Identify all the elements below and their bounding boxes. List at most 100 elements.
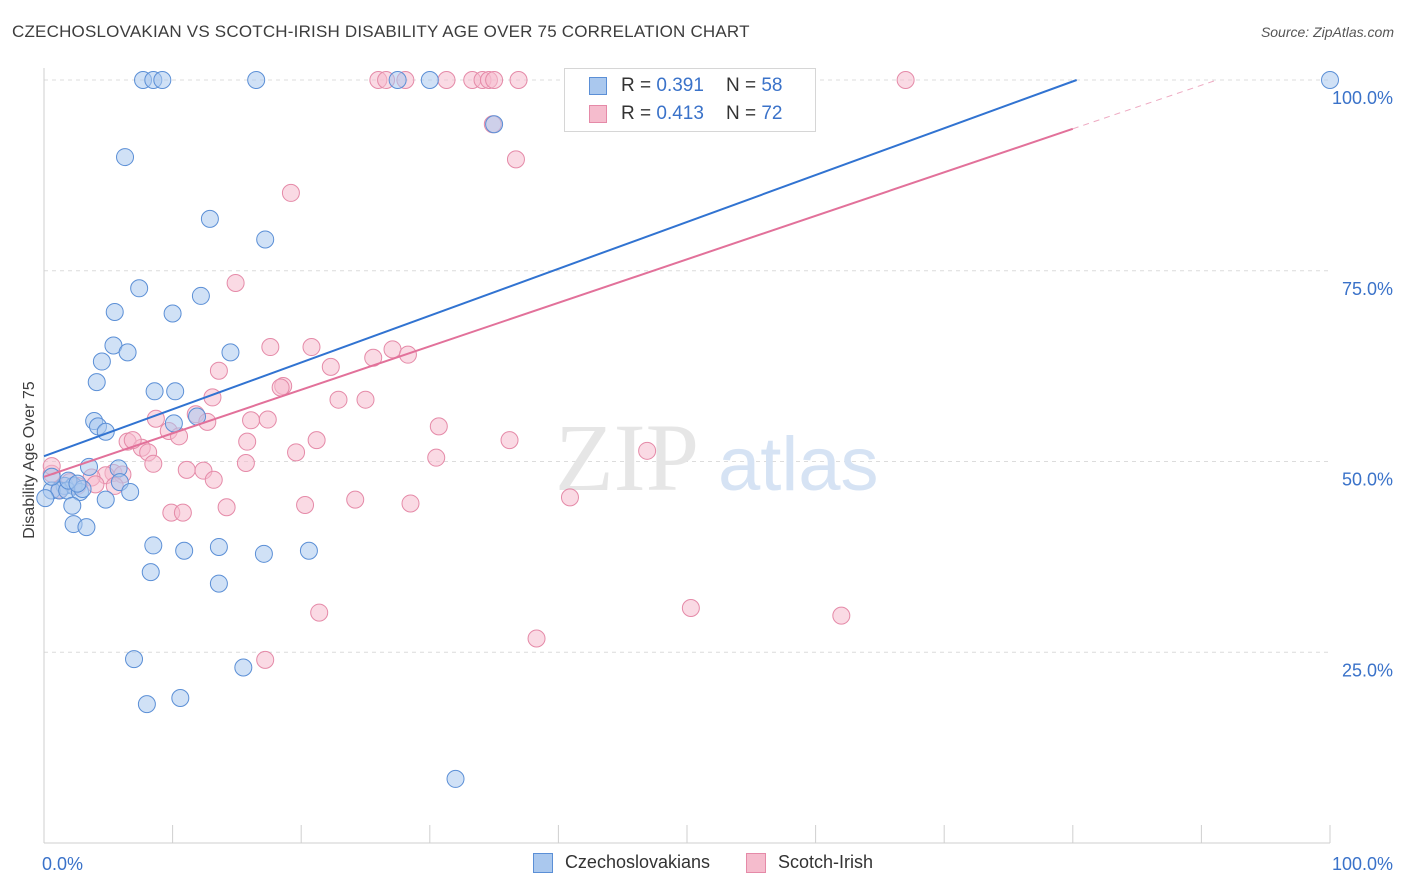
czechoslovakians-point xyxy=(234,658,253,677)
series-czechoslovakians-points xyxy=(36,71,1339,788)
legend-row-czechoslovakians: R = 0.391 N = 58 xyxy=(589,74,782,98)
scotch-irish-point xyxy=(256,650,275,669)
y-axis-label: Disability Age Over 75 xyxy=(21,381,38,539)
y-tick-label: 50.0% xyxy=(1342,470,1393,490)
legend-item-czechoslovakians[interactable]: Czechoslovakians xyxy=(532,852,711,873)
czechoslovakians-point xyxy=(175,541,194,560)
chart-title: CZECHOSLOVAKIAN VS SCOTCH-IRISH DISABILI… xyxy=(12,22,750,41)
x-tick-label: 0.0% xyxy=(42,854,83,874)
legend-n-value: 72 xyxy=(761,103,783,124)
scotch-irish-point xyxy=(832,606,851,625)
scotch-irish-point xyxy=(383,340,402,359)
series-legend: Czechoslovakians Scotch-Irish xyxy=(0,852,1406,873)
scotch-irish-point xyxy=(281,183,300,202)
scotch-irish-point xyxy=(238,432,257,451)
legend-swatch-blue xyxy=(532,852,553,873)
scotch-irish-point xyxy=(356,390,375,409)
scotch-irish-point xyxy=(500,431,519,450)
czechoslovakians-point xyxy=(191,286,210,305)
czechoslovakians-point xyxy=(200,209,219,228)
czechoslovakians-point xyxy=(125,650,144,669)
scotch-irish-point xyxy=(681,598,700,617)
legend-r-label: R = xyxy=(621,75,652,96)
czechoslovakians-point xyxy=(485,115,504,134)
czechoslovakians-point xyxy=(420,71,439,89)
czechoslovakians-point xyxy=(171,689,190,708)
czechoslovakians-point xyxy=(153,71,172,89)
czechoslovakians-point xyxy=(63,496,82,515)
scotch-irish-point xyxy=(896,71,915,89)
czechoslovakians-trend-line xyxy=(43,79,1078,458)
grid-lines xyxy=(44,79,1330,653)
scotch-irish-trend-extension xyxy=(1072,79,1217,130)
scotch-irish-point xyxy=(310,603,329,622)
watermark-atlas: atlas xyxy=(718,422,879,507)
scotch-irish-point xyxy=(144,454,163,473)
legend-item-scotch-irish[interactable]: Scotch-Irish xyxy=(746,852,873,873)
scotch-irish-point xyxy=(204,470,223,489)
x-tick-label: 100.0% xyxy=(1332,854,1393,874)
czechoslovakians-point xyxy=(144,536,163,555)
scotch-irish-point xyxy=(271,378,290,397)
czechoslovakians-point xyxy=(164,414,183,433)
czechoslovakians-point xyxy=(121,483,140,502)
scotch-irish-point xyxy=(287,443,306,462)
scotch-irish-point xyxy=(217,498,236,517)
scotch-irish-point xyxy=(485,71,504,89)
czechoslovakians-point xyxy=(116,148,135,167)
legend-label: Czechoslovakians xyxy=(564,852,711,872)
scotch-irish-point xyxy=(638,441,657,460)
czechoslovakians-point xyxy=(92,352,111,371)
czechoslovakians-point xyxy=(1321,71,1339,89)
czechoslovakians-point xyxy=(36,489,55,508)
scotch-irish-point xyxy=(509,71,528,89)
czechoslovakians-point xyxy=(209,537,228,556)
czechoslovakians-point xyxy=(221,343,240,362)
scotch-irish-point xyxy=(307,431,326,450)
scotch-irish-point xyxy=(506,150,525,169)
scotch-irish-point xyxy=(173,503,192,522)
scotch-irish-point xyxy=(321,357,340,376)
czechoslovakians-point xyxy=(105,302,124,321)
czechoslovakians-point xyxy=(137,695,156,714)
source-label: Source: ZipAtlas.com xyxy=(1260,24,1394,40)
scotch-irish-point xyxy=(296,495,315,514)
watermark-zip: ZIP xyxy=(555,404,699,511)
scotch-irish-point xyxy=(261,338,280,357)
legend-swatch-blue xyxy=(589,77,607,95)
scotch-irish-point xyxy=(429,417,448,436)
series-scotch-irish-points xyxy=(42,71,915,669)
legend-r-value: 0.391 xyxy=(656,75,704,96)
legend-n-value: 58 xyxy=(761,75,783,96)
scotch-irish-point xyxy=(242,411,261,430)
czechoslovakians-point xyxy=(77,518,96,537)
czechoslovakians-point xyxy=(254,544,273,563)
legend-swatch-pink xyxy=(746,852,767,873)
y-tick-label: 100.0% xyxy=(1332,88,1393,108)
czechoslovakians-point xyxy=(256,230,275,249)
legend-label: Scotch-Irish xyxy=(778,852,874,872)
czechoslovakians-point xyxy=(130,279,149,298)
legend-swatch-pink xyxy=(589,105,607,123)
scotch-irish-point xyxy=(236,454,255,473)
trend-lines xyxy=(43,79,1217,478)
czechoslovakians-point xyxy=(163,304,182,323)
scotch-irish-point xyxy=(427,448,446,467)
stats-legend: R = 0.391 N = 58 R = 0.413 N = 72 xyxy=(564,68,816,132)
czechoslovakians-point xyxy=(68,474,87,493)
legend-r-label: R = xyxy=(621,103,652,124)
scotch-irish-point xyxy=(209,361,228,380)
scotch-irish-point xyxy=(346,490,365,509)
scotch-irish-point xyxy=(401,494,420,513)
czechoslovakians-point xyxy=(141,563,160,582)
legend-r-value: 0.413 xyxy=(656,103,704,124)
czechoslovakians-point xyxy=(145,382,164,401)
legend-row-scotch-irish: R = 0.413 N = 72 xyxy=(589,102,782,126)
czechoslovakians-point xyxy=(87,373,106,392)
y-tick-label: 75.0% xyxy=(1342,279,1393,299)
scotch-irish-trend-line xyxy=(43,127,1074,478)
scotch-irish-point xyxy=(226,273,245,292)
y-tick-label: 25.0% xyxy=(1342,660,1393,680)
scotch-irish-point xyxy=(258,410,277,429)
